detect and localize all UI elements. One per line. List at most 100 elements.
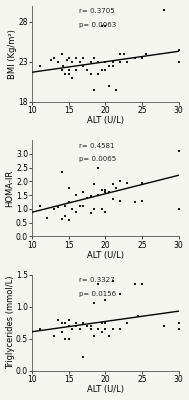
Point xyxy=(78,58,81,65)
Point xyxy=(60,329,63,336)
Point xyxy=(71,75,74,81)
Point xyxy=(75,192,78,198)
Y-axis label: Triglycerides (mmol/L): Triglycerides (mmol/L) xyxy=(5,276,15,370)
Point xyxy=(126,180,129,186)
Point xyxy=(104,326,107,332)
Point xyxy=(108,332,111,339)
Point xyxy=(162,323,165,329)
Point xyxy=(140,54,143,61)
Point xyxy=(49,57,52,63)
Point xyxy=(75,66,78,73)
Point xyxy=(119,50,122,57)
Text: p= 0.0156: p= 0.0156 xyxy=(79,291,116,297)
Point xyxy=(67,316,70,323)
Point xyxy=(66,57,69,63)
Point xyxy=(86,66,89,73)
Point xyxy=(115,87,118,93)
Point xyxy=(133,54,136,61)
Point xyxy=(177,320,180,326)
Text: r= 0.4581: r= 0.4581 xyxy=(79,143,115,149)
Point xyxy=(64,320,67,326)
Point xyxy=(45,215,48,222)
Point xyxy=(177,58,180,65)
Point xyxy=(82,320,85,326)
Point xyxy=(104,208,107,215)
Point xyxy=(71,206,74,212)
Point xyxy=(53,54,56,61)
Point xyxy=(89,70,92,77)
Point xyxy=(126,58,129,65)
Point xyxy=(56,204,59,211)
Point xyxy=(89,193,92,200)
Point xyxy=(104,58,107,65)
Point xyxy=(67,54,70,61)
Point xyxy=(133,199,136,205)
Point xyxy=(89,326,92,332)
Point xyxy=(67,185,70,192)
Point xyxy=(177,326,180,332)
Point xyxy=(78,203,81,209)
Point xyxy=(133,281,136,287)
Text: r= 0.3327: r= 0.3327 xyxy=(79,278,115,284)
Point xyxy=(104,186,107,193)
Point xyxy=(93,332,96,339)
Point xyxy=(104,320,107,326)
Point xyxy=(115,185,118,192)
Point xyxy=(100,22,103,29)
Point xyxy=(89,210,92,216)
Point xyxy=(108,189,111,196)
Point xyxy=(64,70,67,77)
Point xyxy=(119,198,122,204)
Point xyxy=(108,83,111,89)
Point xyxy=(97,192,100,198)
Point xyxy=(93,54,96,61)
Point xyxy=(97,58,100,65)
Point xyxy=(67,199,70,205)
Point xyxy=(71,326,74,332)
Point xyxy=(104,22,107,29)
Point xyxy=(100,66,103,73)
Text: p= 0.0063: p= 0.0063 xyxy=(79,22,116,28)
Point xyxy=(61,62,64,69)
Point xyxy=(97,281,100,287)
Point xyxy=(78,326,81,332)
Point xyxy=(82,354,85,360)
Point xyxy=(111,58,114,65)
Point xyxy=(140,281,143,287)
Point xyxy=(67,217,70,223)
Point xyxy=(137,313,140,320)
X-axis label: ALT (U/L): ALT (U/L) xyxy=(87,116,124,126)
Point xyxy=(177,46,180,53)
Point xyxy=(38,203,41,209)
Point xyxy=(67,336,70,342)
Point xyxy=(75,320,78,326)
Point xyxy=(56,58,59,65)
Point xyxy=(60,168,63,175)
Point xyxy=(177,148,180,154)
Point xyxy=(111,326,114,332)
Point xyxy=(144,50,147,57)
Point xyxy=(67,323,70,329)
Point xyxy=(82,203,85,209)
Point xyxy=(60,216,63,222)
Text: r= 0.3705: r= 0.3705 xyxy=(79,8,115,14)
Point xyxy=(64,336,67,342)
Point xyxy=(97,70,100,77)
Point xyxy=(140,198,143,204)
Point xyxy=(93,206,96,212)
Point xyxy=(82,54,85,61)
Y-axis label: HOMA-IR: HOMA-IR xyxy=(5,170,15,207)
Point xyxy=(104,189,107,196)
Point xyxy=(82,62,85,69)
Point xyxy=(38,62,41,69)
Point xyxy=(162,6,165,13)
Point xyxy=(100,206,103,212)
Point xyxy=(75,208,78,215)
Point xyxy=(67,70,70,77)
Point xyxy=(53,206,56,212)
Point xyxy=(56,316,59,323)
Point xyxy=(111,62,114,69)
Point xyxy=(97,326,100,332)
Point xyxy=(60,320,63,326)
Point xyxy=(100,186,103,193)
